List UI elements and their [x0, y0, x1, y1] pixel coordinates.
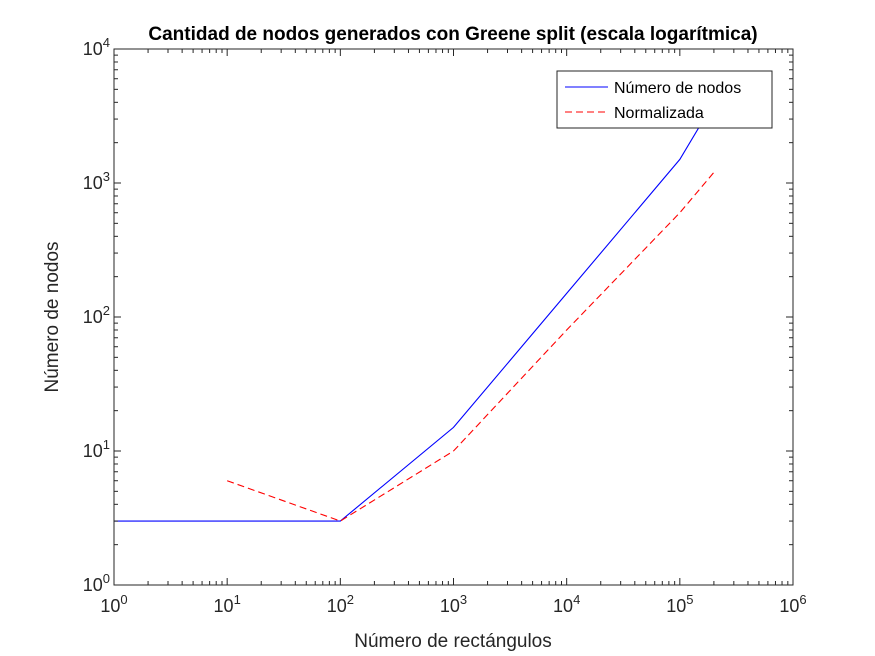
tick-label-layer: 100 101 102 103 104 105 106 100 101 102 103 104 — [83, 35, 807, 616]
legend-label-normalizada: Normalizada — [614, 105, 704, 122]
legend-label-numero-de-nodos: Número de nodos — [614, 80, 741, 97]
x-tick-label: 106 — [779, 592, 806, 616]
series-layer — [114, 102, 715, 522]
tick-layer — [113, 48, 794, 586]
y-tick-label: 103 — [83, 169, 110, 193]
series-line-0 — [114, 102, 715, 522]
chart-title: Cantidad de nodos generados con Greene s… — [148, 24, 757, 45]
y-axis-label: Número de nodos — [42, 241, 63, 392]
y-tick-label: 100 — [83, 571, 110, 595]
x-tick-label: 102 — [327, 592, 354, 616]
series-line-1 — [226, 172, 715, 522]
x-axis-label: Número de rectángulos — [354, 631, 552, 652]
plot-area — [114, 49, 793, 585]
y-tick-label: 102 — [83, 303, 110, 327]
x-tick-label: 103 — [440, 592, 467, 616]
x-tick-label: 100 — [100, 592, 127, 616]
x-tick-label: 105 — [666, 592, 693, 616]
x-tick-label: 104 — [553, 592, 580, 616]
y-tick-label: 104 — [83, 35, 110, 59]
legend-box — [556, 70, 773, 129]
y-tick-label: 101 — [83, 437, 110, 461]
x-tick-label: 101 — [214, 592, 241, 616]
legend: Número de nodos Normalizada — [556, 70, 773, 129]
